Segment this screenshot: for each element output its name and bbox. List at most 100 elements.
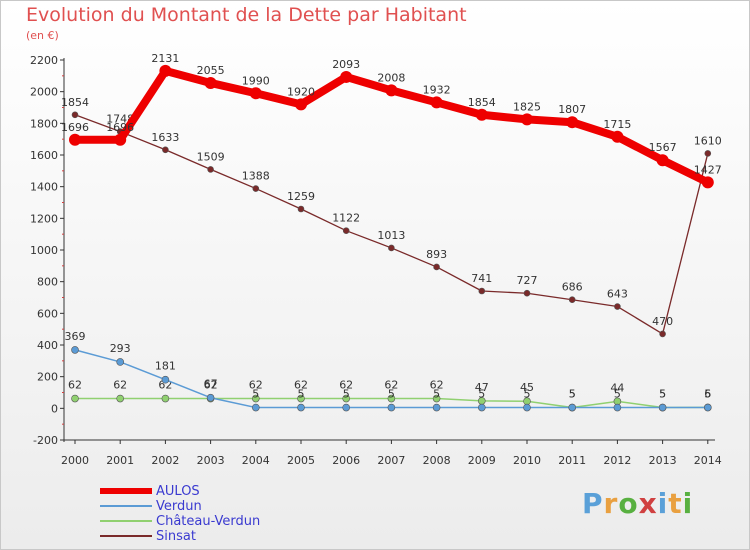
data-label-aulos: 2093 [332, 58, 360, 71]
x-tick-label: 2001 [106, 454, 134, 467]
data-label-sinsat: 1509 [197, 150, 225, 163]
data-label-aulos: 2131 [151, 52, 179, 65]
data-label-sinsat: 1259 [287, 190, 315, 203]
data-point-verdun [432, 403, 441, 412]
data-point-ch-teau-verdun [432, 394, 441, 403]
data-label-ch-teau-verdun: 62 [294, 379, 308, 392]
data-label-aulos: 1567 [649, 141, 677, 154]
x-tick-label: 2006 [332, 454, 360, 467]
data-point-aulos [69, 133, 81, 146]
data-point-sinsat [297, 205, 305, 213]
data-label-aulos: 1932 [423, 83, 451, 96]
data-label-sinsat: 1122 [332, 212, 360, 225]
data-label-aulos: 1990 [242, 74, 270, 87]
data-point-aulos [521, 113, 533, 126]
x-tick-label: 2003 [197, 454, 225, 467]
data-label-ch-teau-verdun: 62 [249, 379, 263, 392]
data-label-sinsat: 643 [607, 288, 628, 301]
data-point-verdun [206, 393, 215, 402]
data-point-aulos [430, 96, 443, 109]
data-label-aulos: 2055 [197, 64, 225, 77]
x-tick-label: 2002 [151, 454, 179, 467]
data-point-sinsat [207, 166, 214, 173]
x-tick-label: 2004 [242, 454, 270, 467]
x-tick-label: 2007 [377, 454, 405, 467]
data-point-sinsat [162, 146, 169, 154]
data-point-sinsat [659, 330, 666, 338]
data-point-verdun [71, 346, 79, 354]
proxiti-logo: Proxiti [582, 487, 693, 520]
data-label-sinsat: 1610 [694, 134, 722, 147]
data-label-aulos: 1825 [513, 100, 541, 113]
data-label-verdun: 5 [569, 388, 576, 401]
y-tick-label: 600 [37, 307, 58, 320]
data-point-sinsat [342, 227, 350, 234]
data-label-verdun: 369 [65, 330, 86, 343]
data-label-sinsat: 1388 [242, 170, 270, 183]
data-label-aulos: 1427 [694, 163, 722, 176]
data-point-aulos [656, 154, 669, 167]
data-label-verdun: 67 [204, 378, 218, 391]
data-label-aulos: 1696 [106, 121, 134, 134]
data-label-ch-teau-verdun: 62 [430, 379, 444, 392]
data-point-aulos [611, 130, 624, 143]
data-label-ch-teau-verdun: 45 [520, 381, 534, 394]
data-point-verdun [703, 403, 712, 412]
data-label-aulos: 2008 [377, 71, 405, 84]
y-tick-label: 1400 [30, 181, 58, 194]
data-label-verdun: 5 [343, 388, 350, 401]
y-tick-label: 1000 [30, 244, 58, 257]
legend-label-verdun: Verdun [156, 499, 202, 514]
data-point-sinsat [433, 263, 440, 271]
x-tick-label: 2000 [61, 454, 89, 467]
y-tick-label: -200 [33, 434, 58, 447]
legend-label-chateau-verdun: Château-Verdun [156, 514, 261, 529]
data-point-aulos [159, 64, 172, 77]
data-point-sinsat [614, 303, 621, 310]
data-point-aulos [249, 87, 262, 100]
data-label-verdun: 5 [704, 388, 711, 401]
data-label-ch-teau-verdun: 62 [204, 379, 218, 392]
data-label-verdun: 5 [252, 388, 259, 401]
data-label-ch-teau-verdun: 62 [113, 379, 127, 392]
data-point-verdun [116, 358, 124, 366]
x-tick-label: 2013 [649, 454, 677, 467]
data-label-ch-teau-verdun: 5 [569, 388, 576, 401]
data-point-aulos [204, 76, 217, 89]
data-point-ch-teau-verdun [252, 394, 260, 403]
data-point-aulos [295, 98, 307, 111]
y-tick-label: 0 [51, 402, 58, 415]
data-point-sinsat [568, 296, 576, 304]
data-point-sinsat [252, 185, 260, 192]
data-point-ch-teau-verdun [161, 394, 170, 403]
data-label-aulos: 1696 [61, 121, 89, 134]
logo-letter: r [603, 487, 619, 520]
data-label-verdun: 5 [433, 388, 440, 401]
data-point-ch-teau-verdun [297, 394, 305, 403]
data-label-sinsat: 727 [517, 274, 538, 287]
logo-letter: i [682, 487, 694, 520]
data-label-aulos: 1807 [558, 103, 586, 116]
data-label-ch-teau-verdun: 62 [384, 379, 398, 392]
x-tick-label: 2009 [468, 454, 496, 467]
logo-letter: x [638, 487, 658, 520]
x-tick-label: 2011 [558, 454, 586, 467]
page-title: Evolution du Montant de la Dette par Hab… [26, 4, 467, 26]
y-tick-label: 800 [37, 276, 58, 289]
data-label-sinsat: 893 [426, 248, 447, 261]
data-point-aulos [340, 70, 353, 83]
data-point-verdun [658, 403, 667, 412]
legend-swatch-aulos [100, 488, 152, 494]
data-label-sinsat: 1013 [377, 229, 405, 242]
data-point-aulos [114, 133, 127, 146]
data-label-verdun: 5 [659, 388, 666, 401]
x-tick-label: 2012 [603, 454, 631, 467]
legend-label-aulos: AULOS [156, 484, 200, 499]
data-point-sinsat [704, 150, 712, 157]
data-label-sinsat: 741 [471, 272, 492, 285]
x-tick-label: 2014 [694, 454, 722, 467]
data-point-ch-teau-verdun [342, 394, 351, 403]
data-point-verdun [252, 403, 260, 412]
logo-letter: P [582, 487, 604, 520]
